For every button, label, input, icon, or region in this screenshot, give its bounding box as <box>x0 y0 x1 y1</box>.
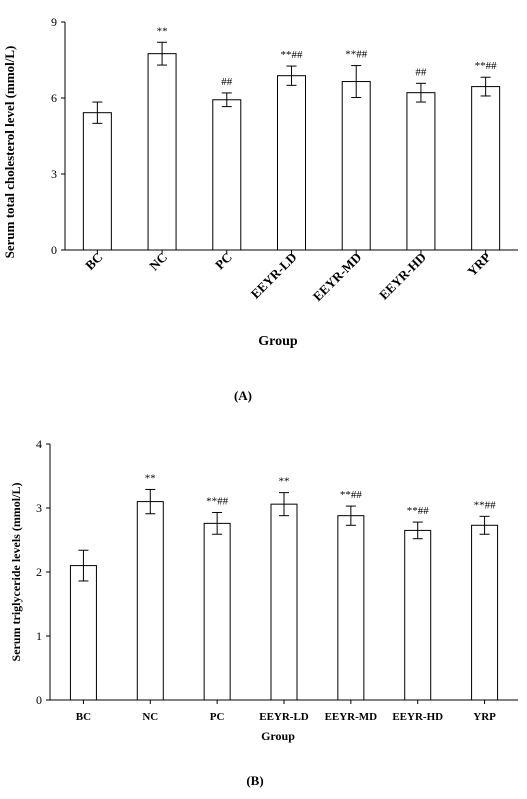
chart-a-y-tick-label: 6 <box>51 91 57 105</box>
chart-a-category-label: NC <box>146 250 170 274</box>
chart-b-y-tick-label: 2 <box>36 565 42 579</box>
chart-a-bar <box>82 112 112 251</box>
chart-a-significance-label: ## <box>221 76 233 88</box>
chart-b-significance-label: **## <box>206 495 229 507</box>
chart-a-bar <box>277 75 306 251</box>
chart-a: Serum total cholesterol level (mmol/L) G… <box>2 15 518 403</box>
chart-a-category-label: YRP <box>464 249 494 279</box>
chart-a-bar <box>212 99 242 251</box>
chart-a-bar <box>341 81 371 251</box>
chart-a-significance-label: **## <box>475 60 498 72</box>
chart-b-y-tick-label: 1 <box>36 629 42 643</box>
chart-a-y-tick-label: 3 <box>51 167 57 181</box>
chart-b-bar <box>203 522 231 701</box>
chart-a-y-label: Serum total cholesterol level (mmol/L) <box>2 46 17 259</box>
chart-b-category-label: YRP <box>473 711 496 723</box>
chart-b-bar <box>69 565 97 701</box>
chart-a-bar <box>406 92 436 251</box>
chart-b-bar <box>270 503 298 701</box>
chart-a-significance-label: **## <box>345 49 368 61</box>
chart-b-significance-label: ** <box>279 476 290 488</box>
chart-b-significance-label: **## <box>407 505 430 517</box>
chart-a-category-label: EEYR-HD <box>376 250 429 303</box>
chart-b-x-label: Group <box>261 729 295 743</box>
chart-a-category-label: BC <box>82 250 105 273</box>
chart-a-bar <box>147 53 177 251</box>
chart-a-category-label: EEYR-LD <box>248 250 300 302</box>
chart-a-significance-label: ** <box>157 25 168 37</box>
chart-b-bar <box>337 515 365 701</box>
chart-a-category-label: EEYR-MD <box>310 250 365 305</box>
chart-b-y-label: Serum triglyceride levels (mmol/L) <box>9 483 23 662</box>
chart-a-category-label: PC <box>212 250 235 273</box>
chart-b-bar <box>136 501 164 701</box>
chart-a-panel-label: (A) <box>234 388 252 403</box>
chart-b-category-label: NC <box>142 711 158 723</box>
chart-b-y-tick-label: 3 <box>36 501 42 515</box>
chart-b: Serum triglyceride levels (mmol/L) Group… <box>9 437 518 788</box>
chart-b-significance-label: **## <box>474 499 497 511</box>
chart-b-significance-label: **## <box>340 489 363 501</box>
chart-a-significance-label: **## <box>281 49 304 61</box>
chart-a-y-tick-label: 0 <box>51 243 57 257</box>
chart-b-category-label: EEYR-HD <box>392 711 443 723</box>
chart-a-bar <box>471 86 501 251</box>
chart-b-bar <box>471 524 499 701</box>
chart-b-category-label: EEYR-LD <box>259 711 309 723</box>
chart-a-significance-label: ## <box>415 66 427 78</box>
chart-b-y-tick-label: 4 <box>36 437 42 451</box>
chart-b-panel-label: (B) <box>246 773 263 788</box>
chart-b-bar <box>404 529 432 701</box>
chart-a-y-tick-label: 9 <box>51 15 57 29</box>
chart-b-category-label: EEYR-MD <box>325 711 378 723</box>
chart-b-y-tick-label: 0 <box>36 693 42 707</box>
chart-b-significance-label: ** <box>145 472 156 484</box>
chart-b-category-label: BC <box>76 711 91 723</box>
chart-a-x-label: Group <box>258 334 298 349</box>
chart-b-category-label: PC <box>210 711 225 723</box>
